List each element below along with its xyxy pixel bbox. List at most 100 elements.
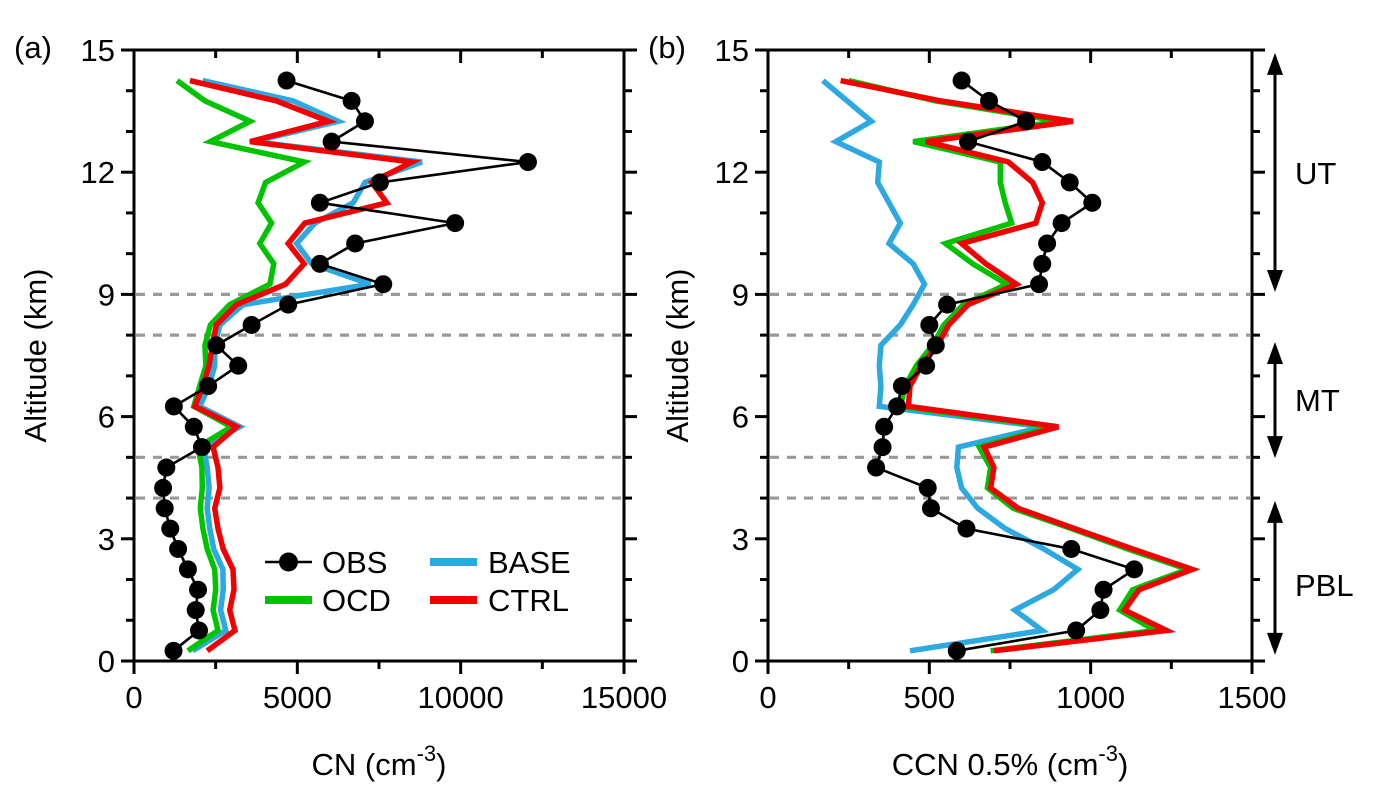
- obs-point: [186, 601, 205, 620]
- x-tick-label: 0: [125, 680, 142, 715]
- obs-point: [1062, 539, 1081, 558]
- arrowhead-down-icon: [1267, 436, 1283, 459]
- obs-point: [346, 234, 365, 253]
- layer-label-mt: MT: [1295, 383, 1340, 418]
- ticks-b: [755, 48, 1265, 674]
- obs-point: [888, 397, 907, 416]
- panel-label-b: (b): [648, 30, 686, 65]
- obs-point: [322, 132, 341, 151]
- obs-point: [374, 275, 393, 294]
- obs-point: [875, 417, 894, 436]
- obs-point: [917, 356, 936, 375]
- x-tick-label: 5000: [263, 680, 332, 715]
- obs-point: [1017, 112, 1036, 131]
- obs-point: [157, 458, 176, 477]
- obs-point: [518, 153, 537, 172]
- y-tick-label: 15: [81, 33, 115, 68]
- legend-item-base: BASE: [430, 545, 571, 580]
- y-axis-title-b: Altitude (km): [660, 269, 695, 443]
- obs-point: [199, 377, 218, 396]
- legend-item-ocd: OCD: [265, 583, 391, 618]
- legend-label-base: BASE: [488, 545, 571, 580]
- obs-point: [1052, 214, 1071, 233]
- obs-point: [873, 438, 892, 457]
- panel-b: 0 500 1000 1500 0 3 6 9 12 15 CCN 0.5% (cm-3) Altit…: [648, 30, 1286, 782]
- annotation-ut: UT: [1267, 52, 1336, 292]
- obs-point: [1030, 275, 1049, 294]
- legend-label-obs: OBS: [322, 545, 387, 580]
- obs-point: [947, 641, 966, 660]
- obs-point: [1083, 193, 1102, 212]
- obs-point: [920, 315, 939, 334]
- obs-point: [1125, 560, 1144, 579]
- obs-point: [355, 112, 374, 131]
- x-tick-label: 10000: [418, 680, 504, 715]
- y-tick-label: 12: [81, 155, 115, 190]
- y-tick-label: 0: [98, 644, 115, 679]
- legend-label-ctrl: CTRL: [488, 583, 569, 618]
- series-line: [821, 78, 1083, 654]
- ticks-a: [121, 48, 637, 674]
- x-axis-title-a: CN (cm-3): [312, 741, 447, 782]
- y-axis-title-a: Altitude (km): [18, 269, 53, 443]
- obs-point: [184, 417, 203, 436]
- y-tick-label: 9: [732, 277, 749, 312]
- layer-annotations: UT MT PBL: [1267, 52, 1354, 655]
- x-tick-label: 0: [759, 680, 776, 715]
- obs-point: [164, 397, 183, 416]
- x-tick-label: 15000: [581, 680, 667, 715]
- obs-point: [1094, 580, 1113, 599]
- obs-point: [189, 580, 208, 599]
- layer-label-ut: UT: [1295, 156, 1336, 191]
- arrowhead-up-icon: [1267, 500, 1283, 523]
- obs-point: [867, 458, 886, 477]
- obs-point: [1060, 173, 1079, 192]
- annotation-mt: MT: [1267, 342, 1340, 459]
- obs-point: [1033, 153, 1052, 172]
- obs-point: [242, 315, 261, 334]
- y-tick-label: 15: [715, 33, 749, 68]
- panel-label-a: (a): [14, 30, 52, 65]
- obs-point: [161, 519, 180, 538]
- legend-item-obs: OBS: [265, 545, 387, 580]
- obs-point: [279, 295, 298, 314]
- obs-point: [277, 71, 296, 90]
- y-tick-label: 9: [98, 277, 115, 312]
- obs-point: [952, 71, 971, 90]
- obs-point: [926, 336, 945, 355]
- y-tick-label: 3: [98, 522, 115, 557]
- obs-point: [342, 91, 361, 110]
- obs-point: [310, 254, 329, 273]
- series-obs-b: [867, 71, 1144, 660]
- obs-point: [446, 214, 465, 233]
- obs-point: [190, 621, 209, 640]
- obs-point: [229, 356, 248, 375]
- obs-point: [959, 132, 978, 151]
- series-line: [175, 78, 313, 654]
- y-tick-label: 3: [732, 522, 749, 557]
- obs-point: [207, 336, 226, 355]
- obs-point: [1067, 621, 1086, 640]
- obs-point: [154, 478, 173, 497]
- arrowhead-up-icon: [1267, 342, 1283, 365]
- obs-point: [178, 560, 197, 579]
- obs-point: [155, 499, 174, 518]
- obs-point: [310, 193, 329, 212]
- legend-obs-marker: [279, 552, 298, 572]
- obs-point: [921, 499, 940, 518]
- obs-point: [164, 641, 183, 660]
- obs-point: [918, 478, 937, 497]
- obs-point: [169, 539, 188, 558]
- x-axis-title-b: CCN 0.5% (cm-3): [892, 741, 1129, 782]
- obs-point: [938, 295, 957, 314]
- obs-point: [1033, 254, 1052, 273]
- annotation-pbl: PBL: [1267, 500, 1354, 655]
- arrowhead-down-icon: [1267, 632, 1283, 655]
- y-tick-label: 12: [715, 155, 749, 190]
- series-ocd-a: [175, 78, 313, 654]
- gridlines-b: [770, 292, 1250, 500]
- series-base-b: [821, 78, 1083, 654]
- obs-point: [1038, 234, 1057, 253]
